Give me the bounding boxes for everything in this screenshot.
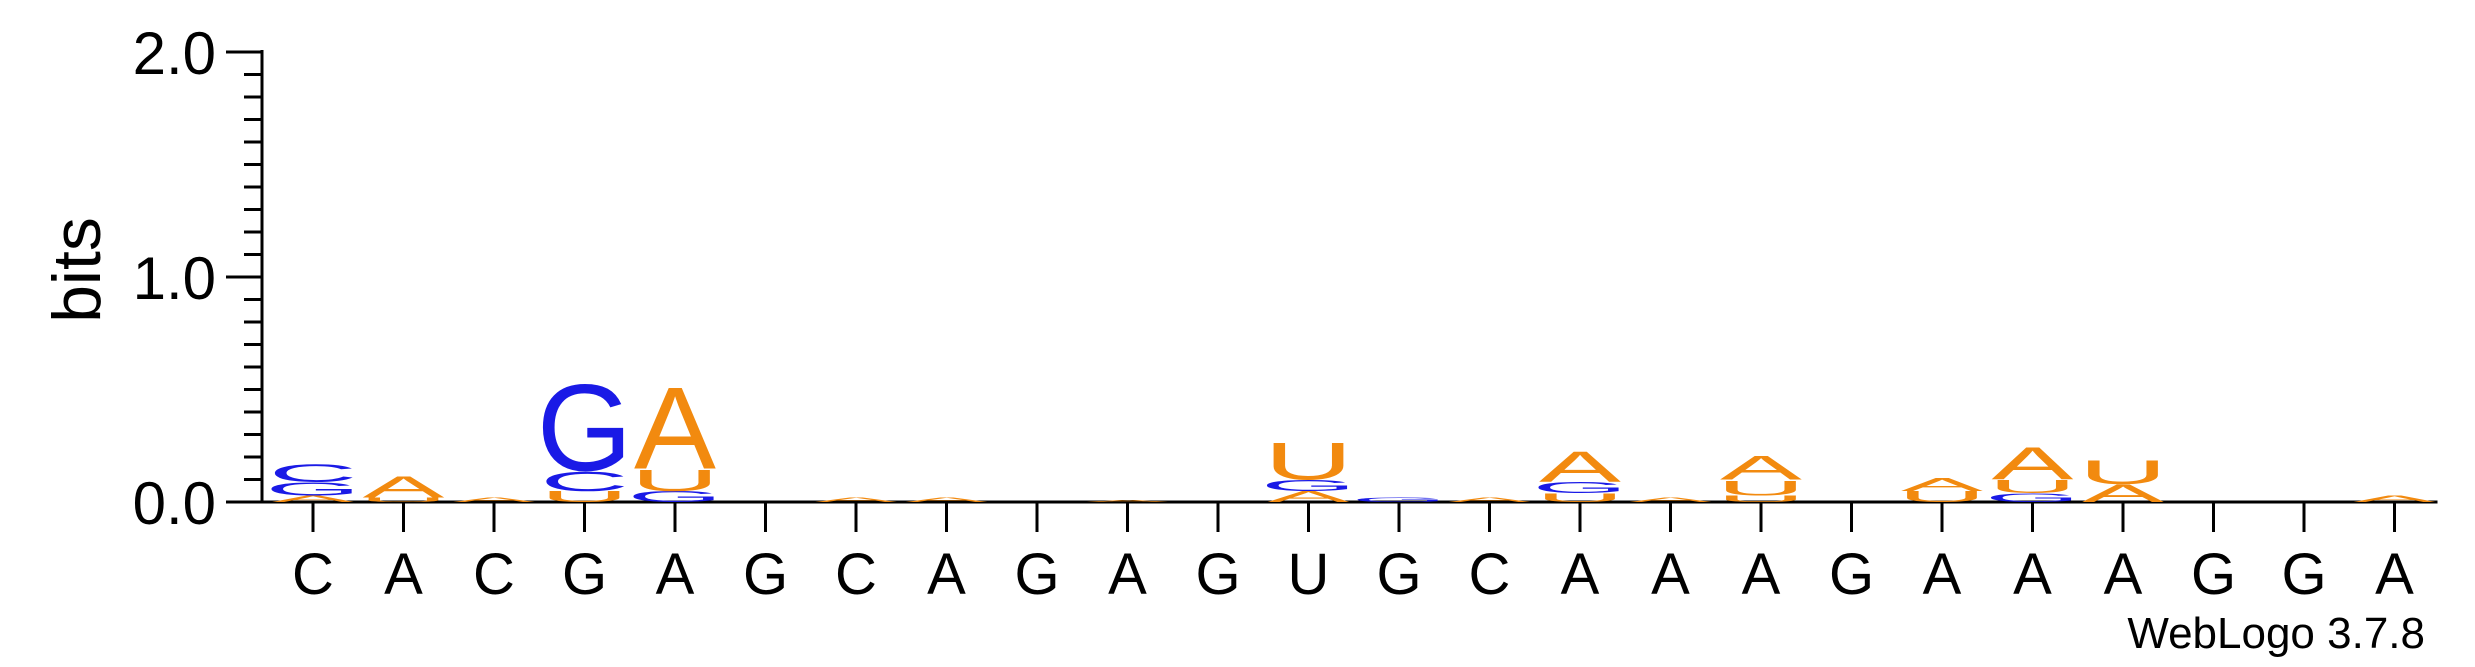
- logo-letter-g: G: [1985, 491, 2081, 505]
- logo-letter-a: A: [1720, 449, 1802, 487]
- logo-letter-g: G: [627, 488, 723, 505]
- position-label: G: [2281, 542, 2326, 607]
- position-label: A: [1108, 542, 1147, 607]
- logo-letter-a: A: [634, 363, 716, 494]
- position-label: A: [2013, 542, 2052, 607]
- position-label: A: [2104, 542, 2143, 607]
- position-label: A: [2375, 542, 2414, 607]
- logo-letter-a: A: [272, 494, 354, 504]
- logo-letter-a: A: [2082, 480, 2164, 508]
- logo-letter-a: A: [1630, 496, 1712, 503]
- logo-letter-a: A: [363, 470, 445, 504]
- axes: 2.0 1.0 0.0: [133, 20, 2438, 537]
- position-label: A: [384, 542, 423, 607]
- credit-label: WebLogo 3.7.8: [2127, 609, 2425, 658]
- logo-letter-a: A: [1449, 496, 1531, 503]
- position-label: G: [1195, 542, 1240, 607]
- position-label: G: [562, 542, 607, 607]
- position-label: G: [1014, 542, 1059, 607]
- logo-letter-g: G: [1261, 477, 1357, 494]
- logo-letter-a: A: [2354, 494, 2436, 504]
- position-label: A: [1651, 542, 1690, 607]
- position-label: C: [1469, 542, 1511, 607]
- y-tick-label: 1.0: [133, 245, 216, 312]
- logo-letter-a: A: [906, 496, 988, 503]
- position-label: U: [1288, 542, 1330, 607]
- logo-letter-u: U: [631, 463, 720, 497]
- logo-letter-c: C: [540, 466, 629, 497]
- position-label: C: [473, 542, 515, 607]
- logo-letter-u: U: [359, 496, 448, 503]
- position-label: G: [2191, 542, 2236, 607]
- logo-letter-u: U: [1898, 488, 1987, 505]
- y-axis-title: bits: [39, 217, 115, 323]
- logo-letter-u: U: [1717, 476, 1806, 500]
- logo-letter-u: U: [1264, 433, 1353, 491]
- logo-letter-a: A: [1087, 499, 1169, 502]
- y-tick-label: 2.0: [133, 20, 216, 87]
- position-label: C: [292, 542, 334, 607]
- position-label: A: [1742, 542, 1781, 607]
- logo-letter-g: G: [265, 478, 361, 499]
- logo-letter-u: U: [2079, 454, 2168, 492]
- logo-letter-u: U: [1717, 494, 1806, 504]
- logo-letter-u: U: [1536, 491, 1625, 505]
- position-label: A: [656, 542, 695, 607]
- logo-letter-g: G: [1351, 496, 1447, 503]
- logo-letter-a: A: [1992, 438, 2074, 490]
- logo-letter-g: G: [537, 360, 633, 497]
- position-label: A: [1923, 542, 1962, 607]
- position-label: G: [1376, 542, 1421, 607]
- logo-letter-a: A: [1901, 474, 1984, 495]
- position-label: C: [835, 542, 877, 607]
- y-tick-label: 0.0: [133, 470, 216, 537]
- logo-letter-a: A: [1539, 443, 1622, 491]
- position-label: A: [927, 542, 966, 607]
- logo-letter-u: U: [540, 488, 629, 505]
- logo-letter-u: U: [1988, 476, 2077, 497]
- logo-letter-g: G: [1532, 479, 1628, 496]
- logo-letter-a: A: [815, 496, 897, 503]
- position-label: G: [743, 542, 788, 607]
- logo-letter-a: A: [453, 496, 535, 503]
- logo-letter-a: A: [1268, 488, 1351, 505]
- position-label: G: [1829, 542, 1874, 607]
- position-label: A: [1561, 542, 1600, 607]
- logo-letter-c: C: [269, 459, 358, 487]
